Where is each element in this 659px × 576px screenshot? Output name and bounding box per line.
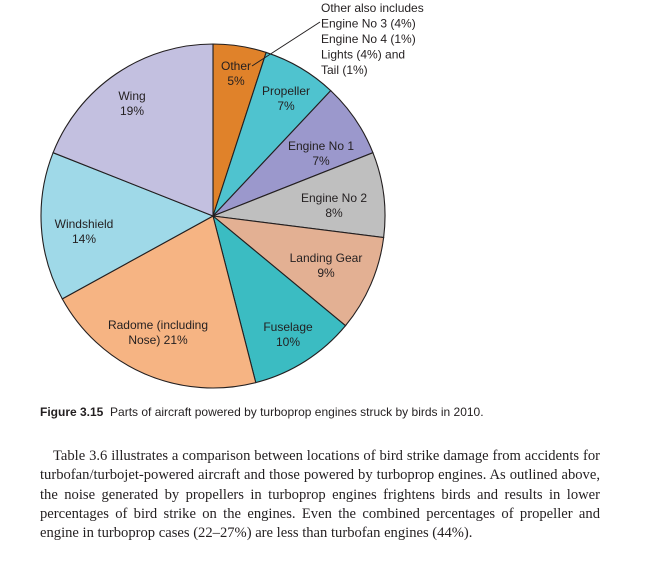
figure-number: Figure 3.15 xyxy=(40,405,104,419)
pie-labels: Other 5% Propeller 7% Engine No 1 7% Engine No… xyxy=(55,59,368,349)
slice-label: Fuselage 10% xyxy=(263,320,313,349)
slice-label: Engine No 1 7% xyxy=(288,139,354,168)
pie-slice-landing-gear xyxy=(211,215,385,327)
annotation-note: Other also includes Engine No 3 (4%)Engin… xyxy=(321,1,424,77)
figure-caption-text: Parts of aircraft powered by turboprop e… xyxy=(110,405,484,419)
pie-slices xyxy=(40,43,386,389)
annotation-leader-line xyxy=(251,21,321,67)
pie-chart: Other 5% Propeller 7% Engine No 1 7% Engine No… xyxy=(40,1,424,389)
annotation-line: Engine No 4 (1%) xyxy=(321,32,416,46)
slice-label: Windshield 14% xyxy=(55,217,114,246)
figure-caption: Figure 3.15 Parts of aircraft powered by… xyxy=(40,405,640,419)
body-paragraph: Table 3.6 illustrates a comparison betwe… xyxy=(40,448,600,542)
slice-label: Other 5% xyxy=(221,59,251,88)
slice-label: Wing 19% xyxy=(118,89,145,118)
pie-slice-fuselage xyxy=(212,214,347,384)
annotation-line: Other also includes xyxy=(321,1,424,15)
slice-label: Radome (including Nose) 21% xyxy=(108,318,208,347)
pie-slice-windshield xyxy=(40,151,215,300)
slice-label: Engine No 2 8% xyxy=(301,191,367,220)
slice-label: Propeller 7% xyxy=(262,84,310,113)
pie-slice-wing xyxy=(52,43,214,217)
annotation-line: Tail (1%) xyxy=(321,63,368,77)
pie-slice-radome-including-nose xyxy=(61,215,257,389)
slice-label: Landing Gear 9% xyxy=(290,251,363,280)
annotation-line: Engine No 3 (4%) xyxy=(321,17,416,31)
annotation-line: Lights (4%) and xyxy=(321,48,405,62)
